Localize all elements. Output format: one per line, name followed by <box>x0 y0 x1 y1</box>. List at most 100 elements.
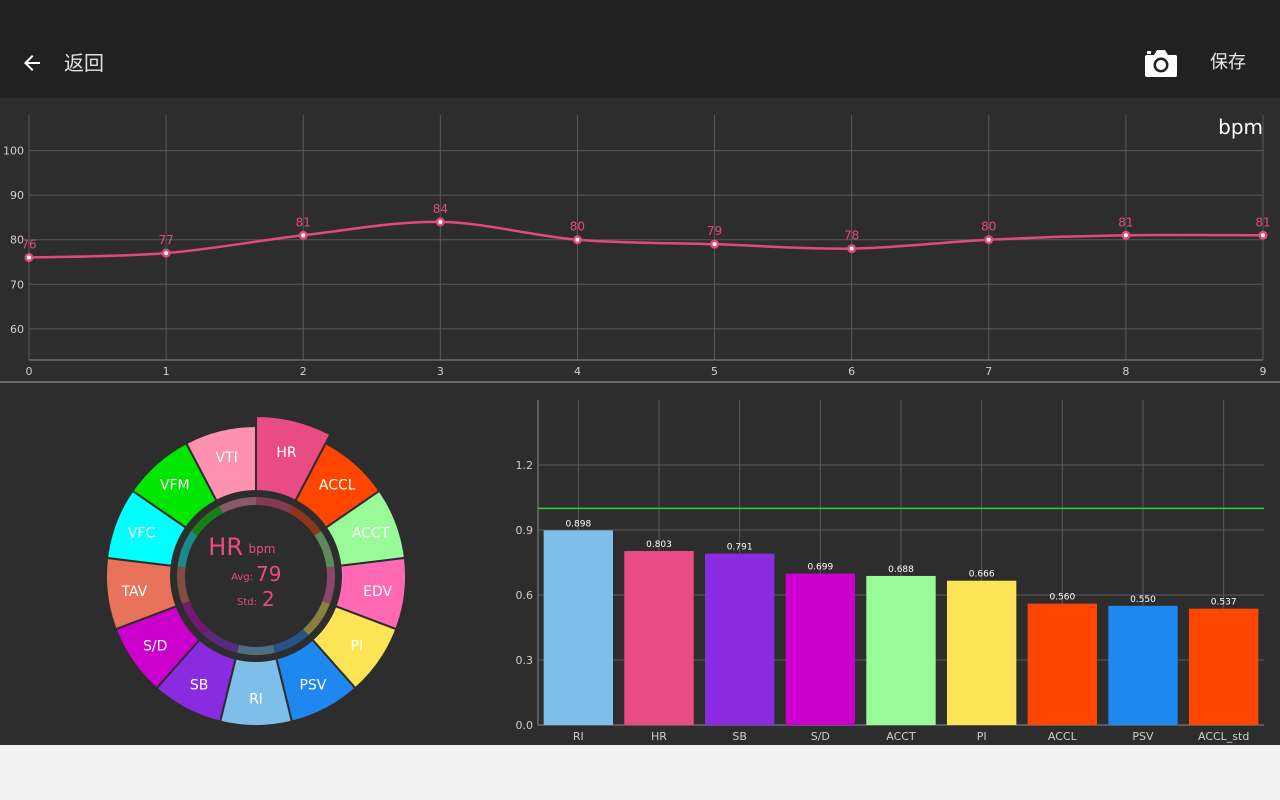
std-label: Std: <box>237 597 257 608</box>
bar-value-label: 0.560 <box>1049 593 1075 603</box>
bar-value-label: 0.666 <box>969 570 995 580</box>
bar-y-tick-label: 0.3 <box>516 654 534 667</box>
donut-segment-label: ACCL <box>319 477 356 493</box>
donut-segment[interactable] <box>255 414 332 503</box>
donut-segment-label: RI <box>249 692 263 708</box>
y-tick-label: 70 <box>10 278 24 291</box>
donut-segment-label: HR <box>276 445 297 461</box>
bar-chart-y-ticks: 0.0 0.3 0.6 0.9 1.2 <box>516 459 534 732</box>
line-data-label: 76 <box>21 238 36 252</box>
back-button-label[interactable]: 返回 <box>64 51 104 75</box>
donut-inner-ring-segment <box>302 601 330 636</box>
line-data-point-center <box>27 255 31 260</box>
y-tick-label: 100 <box>3 145 24 158</box>
donut-segment-label: EDV <box>363 584 392 600</box>
bar-value-label: 0.550 <box>1130 595 1156 605</box>
donut-segment-label: VTI <box>216 450 238 466</box>
donut-segment-label: SB <box>190 677 209 693</box>
avg-label: Avg: <box>231 572 253 583</box>
donut-segment[interactable] <box>184 424 257 503</box>
donut-center-unit: bpm <box>249 542 276 556</box>
x-tick-label: 9 <box>1260 365 1267 378</box>
bar-y-tick-label: 0.0 <box>516 719 534 732</box>
bar-chart-bars: 0.898 0.803 0.791 0.699 0.688 0.666 0.560 0.550… <box>543 519 1259 725</box>
donut-inner-ring-segment <box>255 497 293 514</box>
std-value: 2 <box>262 587 275 611</box>
bar[interactable] <box>1188 608 1259 725</box>
x-tick-label: 0 <box>26 365 33 378</box>
x-tick-label: 4 <box>574 365 581 378</box>
x-tick-label: 2 <box>300 365 307 378</box>
bar-category-label: S/D <box>811 730 830 743</box>
donut-center-title: HR <box>208 533 243 561</box>
donut-inner-ring-segment <box>177 566 190 605</box>
bar[interactable] <box>704 553 775 725</box>
line-chart-x-ticks: 0 1 2 3 4 5 6 7 8 9 <box>26 365 1267 378</box>
bar-value-label: 0.537 <box>1211 598 1237 608</box>
arrow-left-icon[interactable] <box>20 51 44 75</box>
donut-inner-ring-segment <box>203 629 240 653</box>
donut-inner-ring-segment <box>219 497 257 514</box>
line-data-label: 79 <box>707 224 722 238</box>
camera-icon[interactable] <box>1143 47 1179 79</box>
y-tick-label: 60 <box>10 323 24 336</box>
save-button[interactable]: 保存 <box>1210 52 1246 73</box>
donut-inner-ring-segment <box>272 629 309 653</box>
line-data-point-center <box>438 219 443 224</box>
bar-value-label: 0.699 <box>807 563 833 573</box>
bar-y-tick-label: 0.6 <box>516 589 534 602</box>
x-tick-label: 1 <box>163 365 170 378</box>
donut-inner-ring-segment <box>190 506 224 536</box>
line-data-point-center <box>712 242 717 247</box>
bar[interactable] <box>543 530 614 725</box>
donut-segment-label: VFC <box>128 526 156 542</box>
app-bar: 返回 保存 <box>0 0 1280 98</box>
line-data-label: 81 <box>1118 215 1133 229</box>
line-series-path <box>28 220 1264 259</box>
donut-inner-ring-segment <box>288 506 322 536</box>
line-data-point-center <box>575 237 580 242</box>
parameter-donut-chart: HR ACCL ACCT EDV PI PSV RI SB S/D TAV VFC VFM VTI HR… <box>105 414 407 727</box>
line-data-point-center <box>986 237 991 242</box>
bar-value-label: 0.803 <box>646 540 672 550</box>
x-tick-label: 5 <box>711 365 718 378</box>
bar-y-tick-label: 0.9 <box>516 524 534 537</box>
bar-y-tick-label: 1.2 <box>516 459 534 472</box>
bar-category-label: HR <box>651 730 667 743</box>
bar[interactable] <box>866 575 936 725</box>
line-data-label: 81 <box>296 215 311 229</box>
donut-segment-label: PI <box>351 639 364 655</box>
line-series-points: 76 77 81 84 80 79 78 80 81 81 <box>21 202 1271 263</box>
donut-segment-label: VFM <box>160 477 190 493</box>
line-data-label: 84 <box>433 202 448 216</box>
donut-segments: HR ACCL ACCT EDV PI PSV RI SB S/D TAV VFC VFM VTI <box>105 414 407 727</box>
bar[interactable] <box>1027 603 1098 725</box>
donut-segment-label: PSV <box>299 677 326 693</box>
donut-segment-label: S/D <box>143 639 167 655</box>
bar[interactable] <box>785 573 856 725</box>
line-data-label: 77 <box>158 233 173 247</box>
bar[interactable] <box>1108 605 1178 725</box>
analysis-panel: HR ACCL ACCT EDV PI PSV RI SB S/D TAV VFC VFM VTI HR… <box>0 383 1280 745</box>
y-tick-label: 90 <box>10 189 24 202</box>
parameter-bar-chart: 0.0 0.3 0.6 0.9 1.2 0.898 0.803 0.791 0.699 0.68… <box>516 400 1264 743</box>
line-data-point-center <box>1261 233 1265 238</box>
x-tick-label: 8 <box>1122 365 1129 378</box>
panel-divider <box>0 381 1280 383</box>
donut-inner-ring-segment <box>237 644 275 655</box>
bar-value-label: 0.791 <box>727 543 753 553</box>
x-tick-label: 6 <box>848 365 855 378</box>
bar-chart-x-labels: RI HR SB S/D ACCT PI ACCL PSV ACCL_std <box>573 730 1249 743</box>
donut-segment-label: ACCT <box>352 526 390 542</box>
bar-category-label: ACCT <box>886 730 916 743</box>
line-chart-y-ticks: 60 70 80 90 100 <box>3 145 24 336</box>
donut-segment-label: TAV <box>121 584 148 600</box>
line-data-label: 80 <box>981 220 996 234</box>
bar[interactable] <box>624 551 694 725</box>
bar-category-label: PI <box>977 730 987 743</box>
bar-category-label: ACCL <box>1048 730 1078 743</box>
avg-value: 79 <box>256 562 281 586</box>
bar[interactable] <box>946 580 1017 725</box>
line-data-point-center <box>164 251 169 256</box>
donut-inner-ring-segment <box>322 566 335 605</box>
